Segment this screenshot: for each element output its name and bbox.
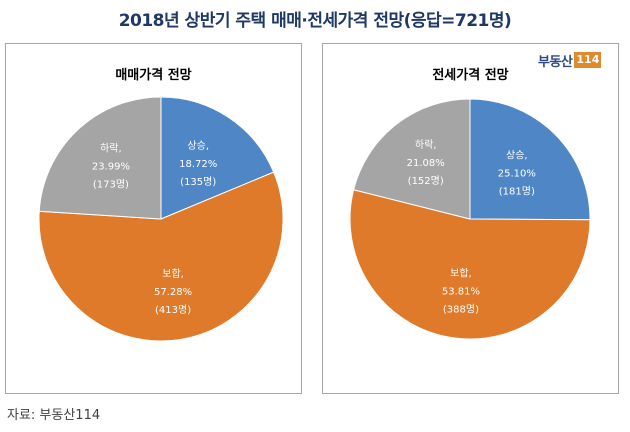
slice-label-flat: 보합,: [162, 268, 184, 280]
slice-label-flat: 53.81%: [442, 286, 480, 297]
pie-slice-flat: [38, 171, 284, 342]
logo-text: 부동산: [538, 54, 573, 70]
slice-label-fall: (173명): [93, 179, 129, 191]
pie-slice-rise: [469, 98, 591, 221]
source-note: 자료: 부동산114: [7, 408, 101, 423]
slice-label-flat: 57.28%: [154, 287, 192, 298]
slice-label-fall: (152명): [408, 175, 444, 187]
slice-label-rise: (181명): [499, 185, 535, 197]
slice-label-rise: 상승,: [506, 149, 528, 161]
sale-price-chart-title: 매매가격 전망: [115, 68, 192, 83]
slice-label-fall: 21.08%: [407, 158, 445, 169]
pie-slice-flat: [349, 189, 591, 340]
slice-label-rise: 상승,: [187, 140, 209, 152]
slice-label-flat: (388명): [443, 303, 479, 315]
slice-label-flat: 보합,: [450, 267, 472, 279]
jeonse-price-chart-title: 전세가격 전망: [432, 68, 509, 83]
slice-label-flat: (413명): [155, 304, 191, 316]
jeonse-price-chart-panel: 전세가격 전망 상승, 25.10% (181명) 보합, 53.81% (388명) 하락…: [322, 43, 619, 394]
slice-label-rise: 25.10%: [498, 168, 536, 179]
brand-logo: 부동산 114: [538, 51, 602, 70]
jeonse-price-pie: 상승, 25.10% (181명) 보합, 53.81% (388명) 하락, 21.08% (…: [349, 98, 591, 340]
pie-slice-fall: [353, 98, 471, 220]
sale-price-chart-panel: 매매가격 전망 상승, 18.72% (135명) 보합, 57.28% (413명) 하락…: [5, 43, 302, 394]
chart-title: 2018년 상반기 주택 매매·전세가격 전망(응답=721명): [118, 11, 512, 31]
slice-label-fall: 하락,: [100, 142, 122, 155]
logo-badge: 114: [574, 52, 602, 68]
pie-slice-rise: [160, 96, 275, 220]
slice-label-rise: (135명): [180, 176, 216, 188]
slice-label-rise: 18.72%: [179, 159, 217, 170]
slice-label-fall: 23.99%: [92, 162, 130, 173]
sale-price-pie: 상승, 18.72% (135명) 보합, 57.28% (413명) 하락, 23.99% (…: [38, 96, 284, 342]
slice-label-fall: 하락,: [415, 138, 437, 151]
pie-slice-fall: [38, 96, 162, 220]
